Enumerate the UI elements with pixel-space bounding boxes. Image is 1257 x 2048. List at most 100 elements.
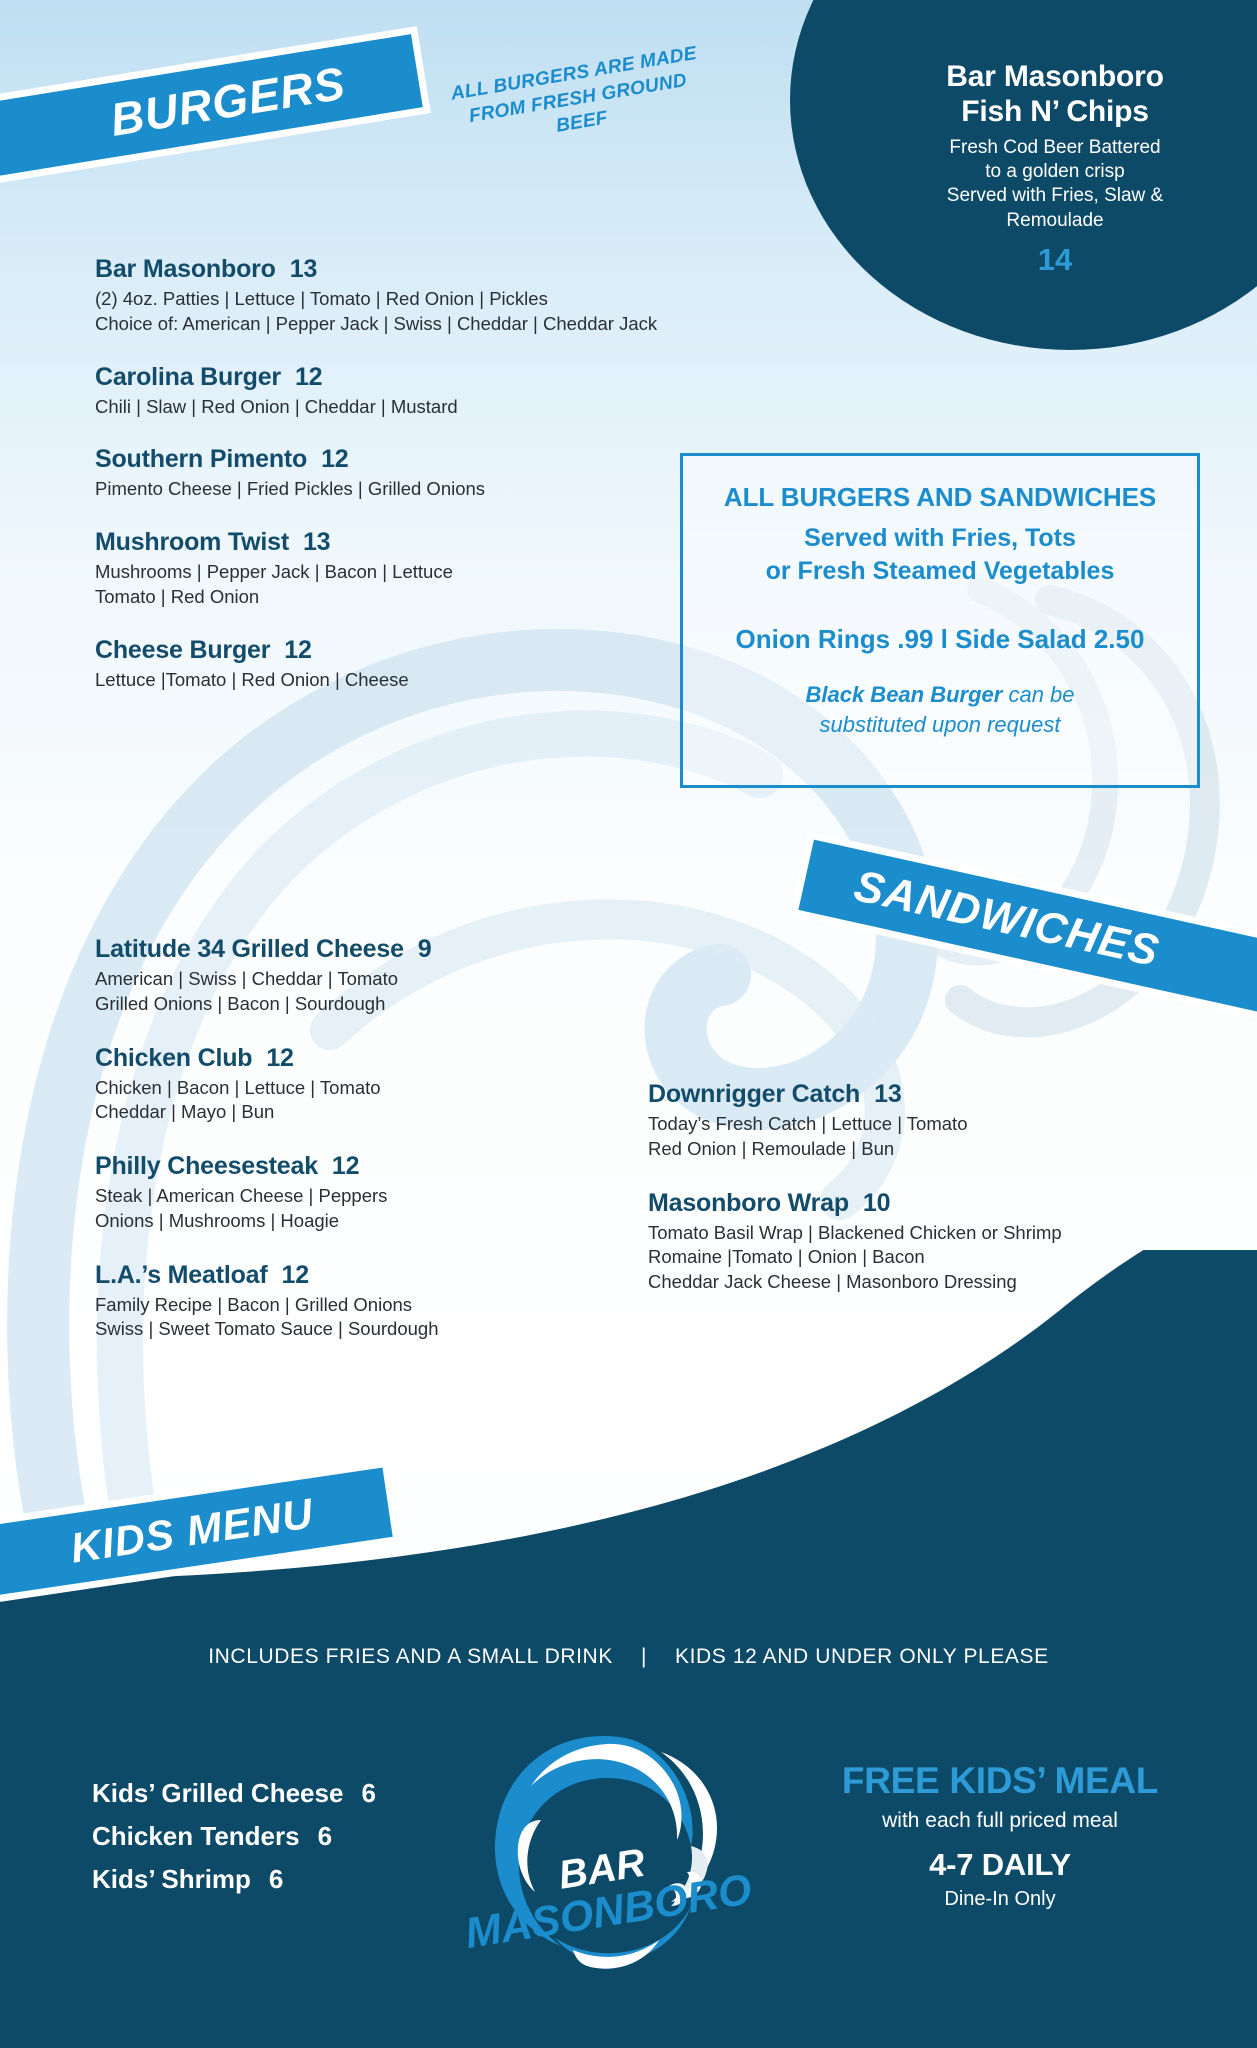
menu-item: Masonboro Wrap 10 Tomato Basil Wrap | Bla…: [648, 1189, 1208, 1295]
sandwiches-list-right: Downrigger Catch 13 Today’s Fresh Catch |…: [648, 1080, 1208, 1322]
item-desc-line2: Tomato | Red Onion: [95, 585, 260, 607]
item-name-row: Carolina Burger 12: [95, 363, 775, 392]
item-desc-line1: Family Recipe | Bacon | Grilled Onions: [95, 1293, 413, 1315]
info-headline: ALL BURGERS AND SANDWICHES: [723, 482, 1157, 512]
item-desc: American | Swiss | Cheddar | Tomato Gril…: [95, 967, 655, 1017]
info-substitution-bold: Black Bean Burger: [805, 682, 1003, 707]
menu-item: Southern Pimento 12 Pimento Cheese | Frie…: [95, 445, 775, 502]
item-desc-line3: Cheddar Jack Cheese | Masonboro Dressing: [648, 1271, 1017, 1293]
item-price: 13: [302, 528, 331, 557]
fish-price: 14: [1037, 241, 1073, 277]
info-side-prices: Onion Rings .99 l Side Salad 2.50: [735, 624, 1145, 654]
info-served-line1: Served with Fries, Tots: [804, 524, 1076, 552]
item-price: 6: [317, 1821, 333, 1851]
promo-note: Dine-In Only: [944, 1888, 1056, 1910]
item-price: 13: [289, 255, 318, 283]
item-name-row: Philly Cheesesteak 12: [95, 1152, 655, 1181]
kids-menu-item: Chicken Tenders 6: [92, 1821, 512, 1852]
menu-item: Mushroom Twist 13 Mushrooms | Pepper Jack…: [95, 528, 775, 610]
fish-special: Bar Masonboro Fish N’ Chips Fresh Cod Be…: [845, 60, 1257, 278]
info-substitution-line1: Black Bean Burger can be: [683, 680, 1197, 710]
menu-item: Downrigger Catch 13 Today’s Fresh Catch |…: [648, 1080, 1208, 1162]
item-desc: Chili | Slaw | Red Onion | Cheddar | Mus…: [95, 395, 775, 420]
item-name-row: Masonboro Wrap 10: [648, 1189, 1208, 1218]
item-name: Chicken Club: [95, 1043, 253, 1072]
item-name: Southern Pimento: [95, 445, 308, 474]
sandwiches-list-left: Latitude 34 Grilled Cheese 9 American | S…: [95, 935, 655, 1369]
item-desc: Steak | American Cheese | Peppers Onions…: [95, 1184, 655, 1234]
fish-desc-line4: Remoulade: [1006, 209, 1104, 231]
kids-menu-header: INCLUDES FRIES AND A SMALL DRINK | KIDS 12…: [0, 1645, 1257, 1669]
item-name: Carolina Burger: [95, 362, 281, 391]
item-desc-line2: Romaine |Tomato | Onion | Bacon: [648, 1246, 925, 1268]
item-desc-line1: Pimento Cheese | Fried Pickles | Grilled…: [95, 478, 486, 500]
info-substitution: Black Bean Burger can be substituted upo…: [683, 680, 1197, 739]
item-name: Kids’ Grilled Cheese: [92, 1778, 344, 1808]
kids-menu-list: Kids’ Grilled Cheese 6 Chicken Tenders 6 K…: [92, 1778, 512, 1907]
info-substitution-line2: substituted upon request: [819, 711, 1061, 737]
item-name-row: Bar Masonboro 13: [95, 255, 775, 284]
fish-title-line2: Fish N’ Chips: [961, 94, 1149, 128]
item-name: Bar Masonboro: [95, 255, 276, 283]
item-desc-line2: Grilled Onions | Bacon | Sourdough: [95, 992, 386, 1014]
info-substitution-rest: can be: [1002, 682, 1075, 707]
footer-dark-panel: [0, 1250, 1257, 2048]
item-name: Cheese Burger: [95, 635, 271, 664]
item-price: 6: [361, 1778, 376, 1808]
promo-title: FREE KIDS’ MEAL: [841, 1760, 1159, 1801]
item-name-row: Downrigger Catch 13: [648, 1080, 1208, 1109]
item-desc-line2: Swiss | Sweet Tomato Sauce | Sourdough: [95, 1318, 439, 1340]
item-desc-line1: (2) 4oz. Patties | Lettuce | Tomato | Re…: [95, 288, 548, 309]
item-name: Latitude 34 Grilled Cheese: [95, 935, 404, 963]
menu-item: Cheese Burger 12 Lettuce |Tomato | Red On…: [95, 636, 775, 693]
kids-menu-item: Kids’ Shrimp 6: [92, 1864, 512, 1895]
item-desc-line1: Chicken | Bacon | Lettuce | Tomato: [95, 1076, 381, 1098]
item-desc: (2) 4oz. Patties | Lettuce | Tomato | Re…: [95, 287, 775, 337]
item-name: Chicken Tenders: [92, 1821, 300, 1851]
item-name: Kids’ Shrimp: [92, 1864, 251, 1894]
item-desc-line1: Lettuce |Tomato | Red Onion | Cheese: [95, 668, 409, 690]
item-price: 10: [862, 1188, 891, 1217]
item-name: Mushroom Twist: [95, 528, 289, 557]
free-kids-meal-promo: FREE KIDS’ MEAL with each full priced me…: [780, 1760, 1220, 1911]
fish-desc-line3: Served with Fries, Slaw &: [946, 185, 1164, 207]
item-price: 6: [268, 1864, 284, 1894]
kids-header-left: INCLUDES FRIES AND A SMALL DRINK: [208, 1645, 613, 1668]
item-price: 12: [331, 1152, 360, 1181]
item-name: L.A.’s Meatloaf: [95, 1260, 268, 1289]
item-desc: Lettuce |Tomato | Red Onion | Cheese: [95, 668, 775, 693]
item-desc: Chicken | Bacon | Lettuce | Tomato Chedd…: [95, 1076, 655, 1126]
item-desc-line1: American | Swiss | Cheddar | Tomato: [95, 968, 399, 989]
menu-item: Chicken Club 12 Chicken | Bacon | Lettuce…: [95, 1044, 655, 1126]
kids-menu-item: Kids’ Grilled Cheese 6: [92, 1778, 512, 1809]
item-name: Masonboro Wrap: [648, 1188, 849, 1217]
menu-item: Philly Cheesesteak 12 Steak | American Ch…: [95, 1152, 655, 1234]
item-price: 13: [874, 1080, 902, 1108]
fish-desc-line2: to a golden crisp: [985, 160, 1125, 182]
item-name-row: Southern Pimento 12: [95, 445, 775, 474]
item-price: 12: [294, 362, 323, 391]
item-desc: Today’s Fresh Catch | Lettuce | Tomato R…: [648, 1112, 1208, 1162]
serving-info-box: ALL BURGERS AND SANDWICHES Served with F…: [680, 453, 1200, 788]
menu-item: Carolina Burger 12 Chili | Slaw | Red Oni…: [95, 363, 775, 420]
fish-desc-line1: Fresh Cod Beer Battered: [949, 136, 1161, 158]
item-desc: Mushrooms | Pepper Jack | Bacon | Lettuc…: [95, 560, 775, 610]
info-served: Served with Fries, Tots or Fresh Steamed…: [683, 522, 1197, 588]
bar-masonboro-wave-logo: BAR MASONBORO: [455, 1700, 755, 1990]
menu-item: Bar Masonboro 13 (2) 4oz. Patties | Lettu…: [95, 255, 775, 337]
item-desc: Pimento Cheese | Fried Pickles | Grilled…: [95, 477, 775, 502]
item-name: Downrigger Catch: [648, 1080, 861, 1108]
wave-watermark: [0, 560, 1257, 1573]
info-served-line2: or Fresh Steamed Vegetables: [765, 557, 1115, 585]
item-desc-line1: Steak | American Cheese | Peppers: [95, 1185, 388, 1207]
promo-subtitle: with each full priced meal: [882, 1809, 1118, 1832]
item-price: 12: [284, 635, 312, 664]
kids-header-separator: |: [640, 1645, 647, 1668]
promo-hours: 4-7 DAILY: [929, 1847, 1071, 1882]
item-price: 12: [266, 1043, 294, 1072]
menu-item: Latitude 34 Grilled Cheese 9 American | S…: [95, 935, 655, 1017]
item-desc-line2: Red Onion | Remoulade | Bun: [648, 1137, 895, 1159]
item-desc: Family Recipe | Bacon | Grilled Onions S…: [95, 1293, 655, 1343]
item-name-row: Chicken Club 12: [95, 1044, 655, 1073]
